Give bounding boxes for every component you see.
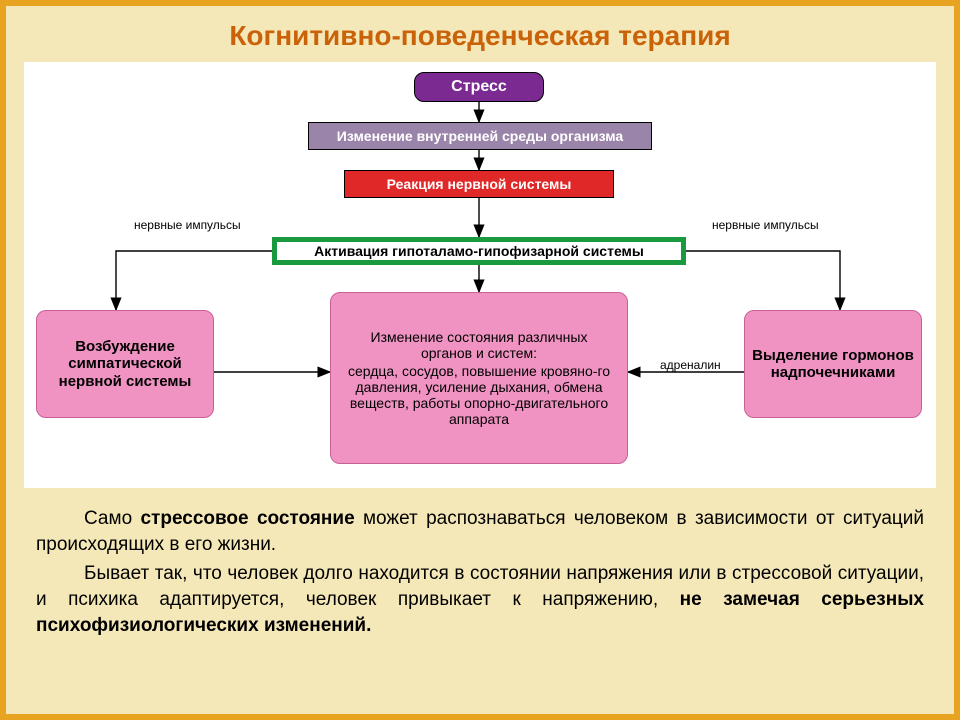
node-sympathetic-title: Возбуждение симпатической нервной систем… (43, 338, 207, 390)
node-sympathetic: Возбуждение симпатической нервной систем… (36, 310, 214, 418)
p1-b: стрессовое состояние (140, 508, 354, 529)
diagram-panel: Стресс Изменение внутренней среды органи… (24, 62, 936, 488)
edge-label-adrenaline: адреналин (660, 358, 721, 372)
node-organs-title: Изменение состояния различных органов и … (337, 323, 621, 363)
edge-label-impulses-left: нервные импульсы (134, 218, 241, 232)
node-stress: Стресс (414, 72, 544, 102)
node-organs: Изменение состояния различных органов и … (330, 292, 628, 464)
node-env-change: Изменение внутренней среды организма (308, 122, 652, 150)
paragraph-2: Бывает так, что человек долго находится … (36, 561, 924, 638)
node-adrenal-title: Выделение гормонов надпочечниками (751, 347, 915, 382)
paragraph-1: Само стрессовое состояние может распозна… (36, 506, 924, 557)
node-adrenal: Выделение гормонов надпочечниками (744, 310, 922, 418)
body-text: Само стрессовое состояние может распозна… (6, 488, 954, 638)
node-nervous-reaction: Реакция нервной системы (344, 170, 614, 198)
page-title: Когнитивно-поведенческая терапия (6, 6, 954, 62)
p1-a: Само (84, 508, 140, 529)
node-hypothalamic: Активация гипоталамо-гипофизарной систем… (272, 237, 686, 265)
edge-label-impulses-right: нервные импульсы (712, 218, 819, 232)
node-organs-body: сердца, сосудов, повышение кровяно-го да… (337, 363, 621, 433)
